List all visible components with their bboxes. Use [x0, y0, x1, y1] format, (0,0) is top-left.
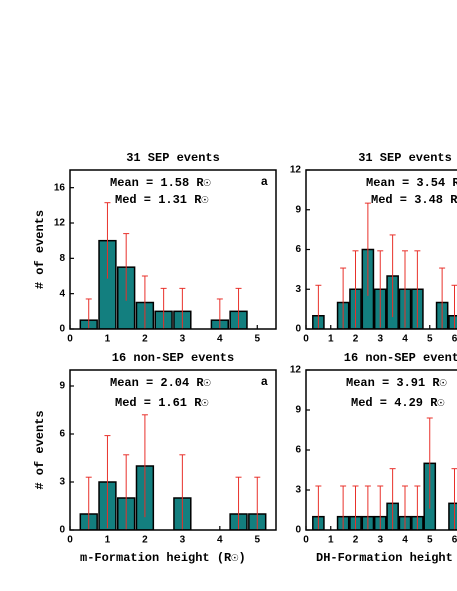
panel-label: a: [261, 175, 268, 189]
plot-frame: [69, 169, 277, 330]
x-tick-label: 3: [180, 334, 186, 345]
y-tick-label: 0: [59, 525, 65, 536]
x-tick-label: 2: [142, 334, 148, 345]
x-tick-label: 4: [217, 535, 223, 546]
panel-title: 16 non-SEP events: [112, 351, 234, 365]
y-tick-label: 12: [290, 165, 302, 176]
x-tick-label: 3: [377, 535, 383, 546]
bars: [312, 417, 457, 530]
annotation: Med = 1.61 R☉: [115, 396, 209, 410]
x-tick-label: 2: [353, 334, 359, 345]
y-axis-label: # of events: [33, 410, 47, 489]
x-tick-label: 1: [105, 334, 111, 345]
annotation: Mean = 3.91 R☉: [346, 376, 447, 390]
y-tick-label: 9: [295, 204, 301, 215]
y-tick-label: 0: [295, 324, 301, 335]
y-tick-label: 16: [54, 182, 66, 193]
y-tick-label: 6: [295, 244, 301, 255]
plot-frame: [305, 369, 457, 531]
x-tick-label: 0: [67, 535, 73, 546]
x-tick-label: 5: [254, 535, 260, 546]
x-tick-label: 3: [377, 334, 383, 345]
x-tick-label: 4: [217, 334, 223, 345]
y-tick-label: 3: [295, 485, 301, 496]
y-tick-label: 8: [59, 253, 65, 264]
x-tick-label: 2: [353, 535, 359, 546]
x-tick-label: 0: [303, 334, 309, 345]
x-axis-label: DH-Formation height (R☉): [316, 551, 457, 565]
x-tick-label: 6: [452, 535, 457, 546]
y-tick-label: 0: [59, 324, 65, 335]
panel-title: 16 non-SEP events: [344, 351, 457, 365]
x-tick-label: 5: [254, 334, 260, 345]
annotation: Med = 4.29 R☉: [351, 396, 445, 410]
x-tick-label: 1: [328, 535, 334, 546]
x-tick-label: 4: [402, 535, 408, 546]
annotation: Mean = 1.58 R☉: [110, 176, 211, 190]
x-tick-label: 0: [67, 334, 73, 345]
x-tick-label: 1: [105, 535, 111, 546]
annotation: Mean = 3.54 R☉: [366, 176, 457, 190]
panel-title: 31 SEP events: [358, 151, 452, 165]
x-tick-label: 1: [328, 334, 334, 345]
plot-frame: [69, 369, 277, 531]
x-tick-label: 0: [303, 535, 309, 546]
x-axis-label: m-Formation height (R☉): [80, 551, 246, 565]
x-tick-label: 6: [452, 334, 457, 345]
y-tick-label: 9: [59, 381, 65, 392]
bar: [448, 502, 457, 530]
bars: [79, 414, 267, 530]
x-tick-label: 2: [142, 535, 148, 546]
panel-title: 31 SEP events: [126, 151, 220, 165]
bars: [79, 202, 248, 329]
plot-frame: [305, 169, 457, 330]
annotation: Med = 1.31 R☉: [115, 193, 209, 207]
x-tick-label: 4: [402, 334, 408, 345]
y-tick-label: 6: [59, 429, 65, 440]
annotation: Mean = 2.04 R☉: [110, 376, 211, 390]
y-tick-label: 3: [59, 477, 65, 488]
y-tick-label: 6: [295, 445, 301, 456]
y-tick-label: 12: [54, 218, 66, 229]
x-tick-label: 5: [427, 535, 433, 546]
panel: 0 3 6 9 0 1 2 3 4 5 16 non-SEP events Mean = 2.04 R…: [33, 351, 277, 565]
y-tick-label: 3: [295, 284, 301, 295]
y-tick-label: 0: [295, 525, 301, 536]
bar: [448, 315, 457, 329]
y-tick-label: 9: [295, 405, 301, 416]
y-tick-label: 12: [290, 365, 302, 376]
annotation: Med = 3.48 R☉: [371, 193, 457, 207]
x-tick-label: 5: [427, 334, 433, 345]
panel-label: a: [261, 375, 268, 389]
bars: [312, 202, 457, 329]
y-axis-label: # of events: [33, 210, 47, 289]
y-tick-label: 4: [59, 288, 65, 299]
x-tick-label: 3: [180, 535, 186, 546]
